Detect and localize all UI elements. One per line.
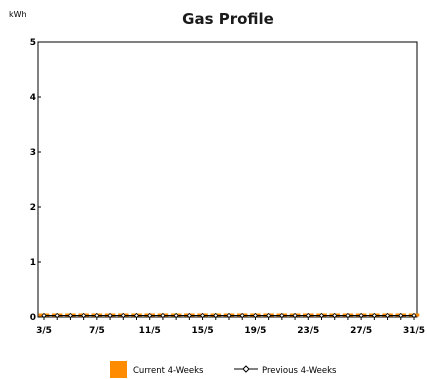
point-previous-4-weeks <box>107 312 113 319</box>
point-previous-4-weeks <box>226 312 232 319</box>
y-tick-label: 0 <box>30 313 36 323</box>
chart-legend: Current 4-Weeks Previous 4-Weeks <box>110 361 337 378</box>
point-previous-4-weeks <box>67 312 73 319</box>
point-previous-4-weeks <box>81 312 87 319</box>
point-previous-4-weeks <box>279 312 285 319</box>
x-tick-label: 23/5 <box>297 326 319 336</box>
point-previous-4-weeks <box>186 312 192 319</box>
legend-swatch-current-4-weeks <box>110 361 127 378</box>
x-tick-label: 11/5 <box>139 326 161 336</box>
y-tick-label: 1 <box>30 258 36 268</box>
point-previous-4-weeks <box>398 312 404 319</box>
x-tick-label: 27/5 <box>350 326 372 336</box>
x-tick-label: 19/5 <box>244 326 266 336</box>
x-tick-label: 7/5 <box>89 326 105 336</box>
point-previous-4-weeks <box>120 312 126 319</box>
point-previous-4-weeks <box>266 312 272 319</box>
point-previous-4-weeks <box>385 312 391 319</box>
y-axis-ticks: 0 1 2 3 4 5 <box>30 38 41 323</box>
point-previous-4-weeks <box>252 312 258 319</box>
point-previous-4-weeks <box>133 312 140 319</box>
point-previous-4-weeks <box>318 312 325 319</box>
point-previous-4-weeks <box>41 312 47 319</box>
y-tick-label: 4 <box>30 93 36 103</box>
previous-4-weeks-line <box>41 312 417 319</box>
point-previous-4-weeks <box>411 312 417 319</box>
y-axis-unit-label: kWh <box>9 10 27 19</box>
point-previous-4-weeks <box>332 312 338 319</box>
y-tick-label: 3 <box>30 148 36 158</box>
legend-label-current-4-weeks: Current 4-Weeks <box>133 366 204 376</box>
point-previous-4-weeks <box>345 312 351 319</box>
x-tick-label: 15/5 <box>192 326 214 336</box>
legend-label-previous-4-weeks: Previous 4-Weeks <box>262 366 337 376</box>
y-tick-label: 5 <box>30 38 36 48</box>
x-tick-label: 31/5 <box>403 326 425 336</box>
point-previous-4-weeks <box>54 312 60 319</box>
point-previous-4-weeks <box>200 312 206 319</box>
y-tick-label: 2 <box>30 203 36 213</box>
chart-title: Gas Profile <box>182 10 274 28</box>
x-tick-label: 3/5 <box>36 326 52 336</box>
point-previous-4-weeks <box>160 312 166 319</box>
point-previous-4-weeks <box>292 312 298 319</box>
point-previous-4-weeks <box>147 312 153 319</box>
point-previous-4-weeks <box>239 312 245 319</box>
plot-area <box>37 41 418 318</box>
point-previous-4-weeks <box>371 312 377 319</box>
point-previous-4-weeks <box>213 312 219 319</box>
point-previous-4-weeks <box>94 312 100 319</box>
legend-marker-previous-4-weeks <box>242 365 250 373</box>
point-previous-4-weeks <box>173 312 179 319</box>
point-previous-4-weeks <box>358 312 364 319</box>
point-previous-4-weeks <box>305 312 311 319</box>
x-axis-ticks: 3/5 7/5 11/5 15/5 19/5 23/5 27/5 31/5 <box>36 317 425 336</box>
